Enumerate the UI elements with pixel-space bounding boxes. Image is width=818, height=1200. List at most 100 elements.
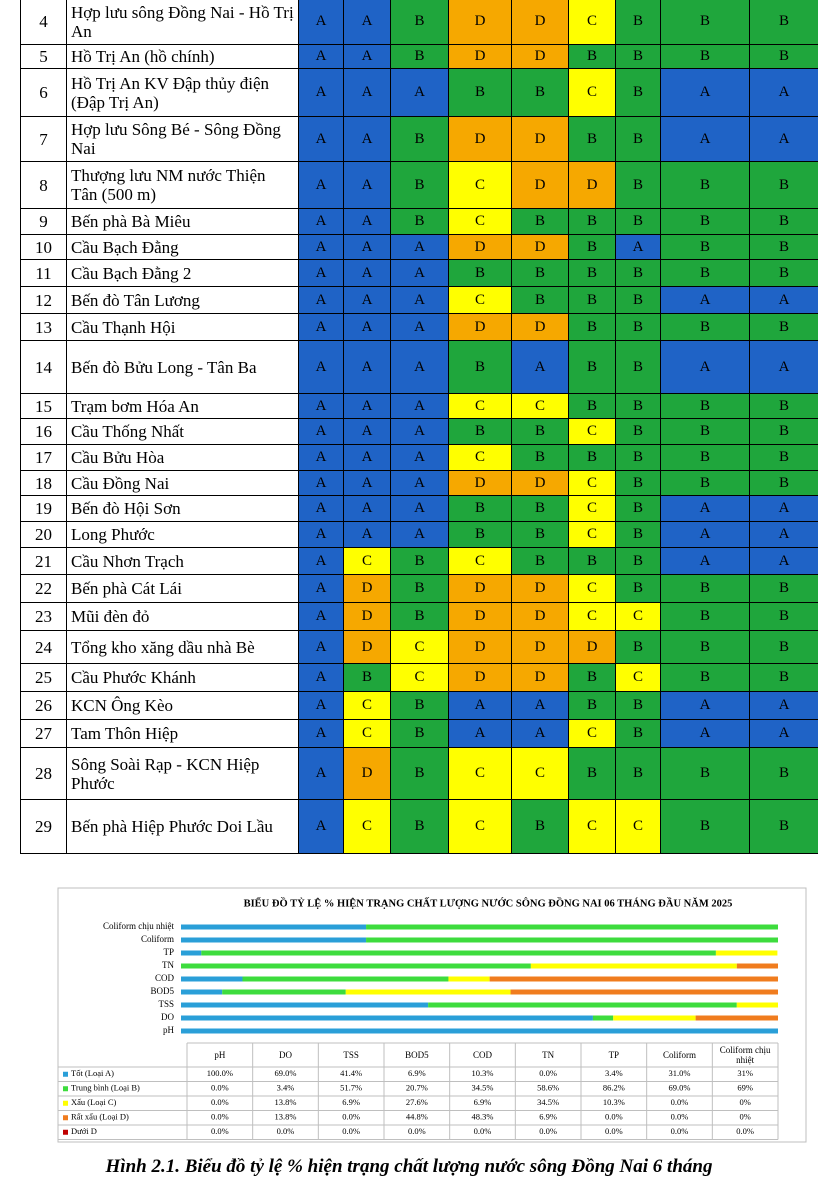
value-label: 58.6% bbox=[537, 1083, 559, 1093]
table-row: 22 Bến phà Cát Lái A D B D D C B B B bbox=[20, 574, 818, 603]
station-name: Tam Thôn Hiệp bbox=[66, 719, 299, 748]
grade-cell: B bbox=[511, 418, 569, 445]
grade-cell: B bbox=[390, 116, 449, 162]
grade-cell: A bbox=[749, 116, 818, 162]
bar-segment bbox=[613, 1015, 696, 1021]
value-label: 0% bbox=[739, 1097, 750, 1107]
grade-cell: B bbox=[660, 574, 750, 603]
station-number: 21 bbox=[20, 547, 67, 575]
station-name: Mũi đèn đỏ bbox=[66, 602, 299, 631]
station-number: 23 bbox=[20, 602, 67, 631]
station-name: Cầu Phước Khánh bbox=[66, 663, 299, 692]
table-row: 26 KCN Ông Kèo A C B A A B B A A bbox=[20, 691, 818, 720]
chart: BIỂU ĐỒ TỶ LỆ % HIỆN TRẠNG CHẤT LƯỢNG NƯ… bbox=[57, 887, 807, 1143]
legend-swatch bbox=[63, 1129, 68, 1135]
grade-cell: A bbox=[298, 495, 344, 522]
grade-cell: C bbox=[448, 799, 512, 854]
station-number: 8 bbox=[20, 161, 67, 209]
grade-cell: B bbox=[568, 234, 616, 260]
grade-cell: B bbox=[615, 286, 661, 314]
value-label: 86.2% bbox=[603, 1083, 625, 1093]
station-number: 6 bbox=[20, 68, 67, 117]
station-number: 29 bbox=[20, 799, 67, 854]
table-header: TSS bbox=[343, 1050, 359, 1060]
grade-cell: B bbox=[511, 521, 569, 548]
grade-cell: A bbox=[749, 495, 818, 522]
value-label: 10.3% bbox=[472, 1068, 494, 1078]
grade-cell: B bbox=[390, 574, 449, 603]
station-name: Bến đò Bửu Long - Tân Ba bbox=[66, 340, 299, 394]
grade-cell: C bbox=[568, 521, 616, 548]
grade-cell: A bbox=[343, 234, 391, 260]
grade-cell: B bbox=[749, 234, 818, 260]
table-header: pH bbox=[214, 1050, 226, 1060]
station-number: 26 bbox=[20, 691, 67, 720]
grade-cell: C bbox=[568, 799, 616, 854]
grade-cell: A bbox=[298, 313, 344, 341]
table-header-label: pH bbox=[214, 1050, 226, 1060]
grade-cell: C bbox=[343, 547, 391, 575]
value-label: 69.0% bbox=[275, 1068, 297, 1078]
value-label: 20.7% bbox=[406, 1083, 428, 1093]
bar-segment bbox=[510, 989, 778, 995]
grade-cell: B bbox=[615, 719, 661, 748]
grade-cell: A bbox=[298, 547, 344, 575]
value-label: 10.3% bbox=[603, 1097, 625, 1107]
grade-cell: B bbox=[511, 547, 569, 575]
table-row: 19 Bến đò Hội Sơn A A A B B C B A A bbox=[20, 495, 818, 522]
table-row: 21 Cầu Nhơn Trạch A C B C B B B A A bbox=[20, 547, 818, 575]
grade-cell: A bbox=[390, 470, 449, 496]
grade-cell: B bbox=[749, 574, 818, 603]
grade-cell: B bbox=[615, 630, 661, 664]
value-label: 0.0% bbox=[211, 1083, 229, 1093]
grade-cell: C bbox=[511, 393, 569, 419]
grade-cell: C bbox=[615, 663, 661, 692]
value-label: 100.0% bbox=[207, 1068, 233, 1078]
bar-segment bbox=[181, 1028, 778, 1034]
grade-cell: A bbox=[343, 208, 391, 235]
legend-label: Dưới D bbox=[71, 1126, 97, 1136]
grade-cell: B bbox=[390, 161, 449, 209]
grade-cell: C bbox=[615, 602, 661, 631]
table-row: 9 Bến phà Bà Miêu A A B C B B B B B bbox=[20, 208, 818, 235]
station-name: Long Phước bbox=[66, 521, 299, 548]
grade-cell: A bbox=[749, 521, 818, 548]
grade-cell: D bbox=[448, 234, 512, 260]
grade-cell: C bbox=[511, 747, 569, 800]
station-number: 22 bbox=[20, 574, 67, 603]
grade-cell: A bbox=[390, 340, 449, 394]
station-name: Thượng lưu NM nước Thiện Tân (500 m) bbox=[66, 161, 299, 209]
station-number: 9 bbox=[20, 208, 67, 235]
grade-cell: B bbox=[511, 799, 569, 854]
value-label: 6.9% bbox=[408, 1068, 426, 1078]
grade-cell: D bbox=[511, 44, 569, 69]
grade-cell: B bbox=[749, 444, 818, 471]
grade-cell: B bbox=[390, 747, 449, 800]
grade-cell: C bbox=[568, 495, 616, 522]
grade-cell: B bbox=[660, 444, 750, 471]
grade-cell: C bbox=[343, 719, 391, 748]
grade-cell: A bbox=[660, 719, 750, 748]
table-row: 24 Tổng kho xăng dầu nhà Bè A D C D D D B B B bbox=[20, 630, 818, 664]
grade-cell: A bbox=[390, 444, 449, 471]
table-header: TN bbox=[542, 1050, 554, 1060]
grade-cell: B bbox=[660, 259, 750, 287]
grade-cell: D bbox=[511, 313, 569, 341]
bar-segment bbox=[222, 989, 346, 995]
grade-cell: B bbox=[660, 663, 750, 692]
grade-cell: A bbox=[343, 393, 391, 419]
grade-cell: B bbox=[511, 495, 569, 522]
grade-cell: C bbox=[568, 68, 616, 117]
grade-cell: B bbox=[511, 259, 569, 287]
grade-cell: A bbox=[298, 286, 344, 314]
grade-cell: A bbox=[343, 521, 391, 548]
grade-cell: C bbox=[448, 444, 512, 471]
grade-cell: A bbox=[343, 44, 391, 69]
station-name: Tổng kho xăng dầu nhà Bè bbox=[66, 630, 299, 664]
value-label: 34.5% bbox=[472, 1083, 494, 1093]
value-label: 27.6% bbox=[406, 1097, 428, 1107]
value-label: 0.0% bbox=[539, 1068, 557, 1078]
station-number: 11 bbox=[20, 259, 67, 287]
bar-segment bbox=[695, 1015, 778, 1021]
grade-cell: B bbox=[568, 286, 616, 314]
